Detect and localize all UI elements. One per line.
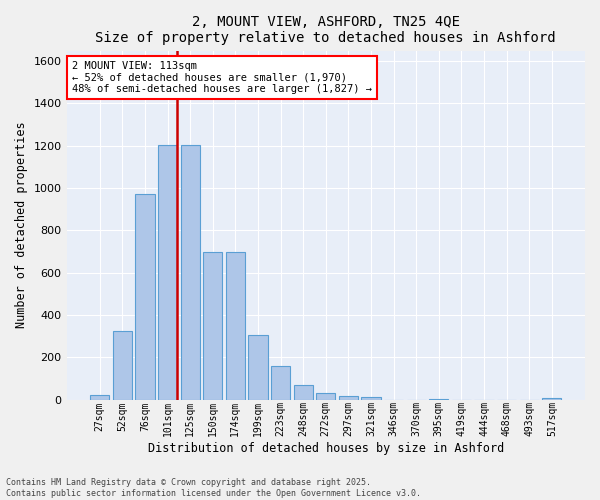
Bar	[113, 331, 132, 400]
X-axis label: Distribution of detached houses by size in Ashford: Distribution of detached houses by size …	[148, 442, 504, 455]
Bar	[181, 144, 200, 400]
Bar	[361, 396, 380, 400]
Bar	[429, 398, 448, 400]
Text: Contains HM Land Registry data © Crown copyright and database right 2025.
Contai: Contains HM Land Registry data © Crown c…	[6, 478, 421, 498]
Bar	[316, 394, 335, 400]
Bar	[136, 194, 155, 400]
Bar	[90, 394, 109, 400]
Title: 2, MOUNT VIEW, ASHFORD, TN25 4QE
Size of property relative to detached houses in: 2, MOUNT VIEW, ASHFORD, TN25 4QE Size of…	[95, 15, 556, 45]
Bar	[226, 252, 245, 400]
Bar	[271, 366, 290, 400]
Text: 2 MOUNT VIEW: 113sqm
← 52% of detached houses are smaller (1,970)
48% of semi-de: 2 MOUNT VIEW: 113sqm ← 52% of detached h…	[72, 61, 372, 94]
Bar	[339, 396, 358, 400]
Bar	[542, 398, 562, 400]
Bar	[158, 144, 177, 400]
Y-axis label: Number of detached properties: Number of detached properties	[15, 122, 28, 328]
Bar	[293, 385, 313, 400]
Bar	[203, 252, 223, 400]
Bar	[248, 335, 268, 400]
